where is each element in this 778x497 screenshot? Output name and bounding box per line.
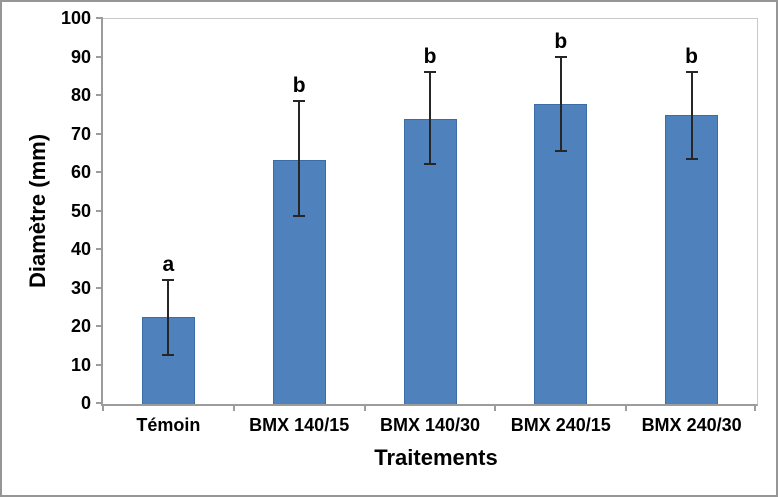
y-axis-tick (96, 94, 103, 96)
y-tick-label: 80 (70, 85, 91, 105)
x-axis-tick (364, 405, 366, 411)
significance-letter: b (554, 29, 568, 53)
y-tick-label: 40 (70, 239, 91, 259)
x-axis-tick (754, 405, 756, 411)
error-bar-cap-top (162, 278, 175, 281)
y-tick-label: 90 (70, 46, 91, 67)
plot-area: a b b b b (101, 18, 758, 406)
y-axis-tick (96, 286, 103, 289)
error-bar (167, 278, 170, 356)
error-bar-cap-bottom (685, 157, 698, 160)
y-axis-tick (96, 402, 103, 404)
category-label: BMX 240/30 (641, 415, 742, 435)
error-bar-cap-bottom (554, 149, 567, 152)
category-label: BMX 240/15 (510, 415, 611, 435)
significance-letter: b (292, 73, 306, 97)
y-axis-tick (96, 171, 103, 173)
error-bar-cap-top (554, 55, 567, 58)
x-axis-tick (494, 405, 496, 411)
error-bar-cap-bottom (162, 353, 175, 356)
x-axis-tick (102, 405, 104, 411)
y-axis-tick (96, 55, 103, 58)
y-tick-label: 30 (70, 277, 91, 298)
y-tick-label: 10 (70, 354, 91, 375)
error-bar (559, 55, 562, 152)
error-bar (429, 70, 431, 166)
error-bar-cap-bottom (293, 215, 306, 218)
error-bar-cap-top (685, 70, 698, 73)
category-label: Témoin (136, 415, 201, 435)
y-tick-label: 70 (70, 123, 91, 144)
x-axis-tick (625, 405, 627, 411)
category-label: BMX 140/30 (379, 415, 481, 435)
y-tick-label: 20 (70, 316, 91, 336)
bar-bmx-240-30 (665, 115, 719, 404)
x-axis-title: Traitements (374, 445, 498, 470)
significance-letter: b (423, 44, 437, 68)
y-tick-label: 50 (70, 200, 91, 221)
significance-letter: a (162, 252, 175, 276)
error-bar (298, 99, 301, 218)
y-axis-tick (96, 363, 103, 366)
error-bar-cap-top (293, 99, 306, 102)
error-bar-cap-top (424, 70, 436, 73)
y-tick-label: 0 (80, 393, 91, 413)
y-axis-tick (96, 209, 103, 212)
x-axis-tick (233, 405, 235, 411)
y-axis-tick (96, 17, 103, 19)
bar-bmx-240-15 (534, 103, 588, 404)
error-bar-cap-bottom (424, 163, 436, 166)
y-axis-tick (96, 325, 103, 327)
y-tick-label: 60 (70, 162, 91, 182)
y-axis-tick (96, 132, 103, 135)
significance-letter: b (685, 44, 699, 68)
y-tick-label: 100 (60, 8, 91, 28)
category-label: BMX 140/15 (249, 415, 350, 435)
error-bar (690, 70, 693, 160)
y-axis-tick (96, 248, 103, 250)
